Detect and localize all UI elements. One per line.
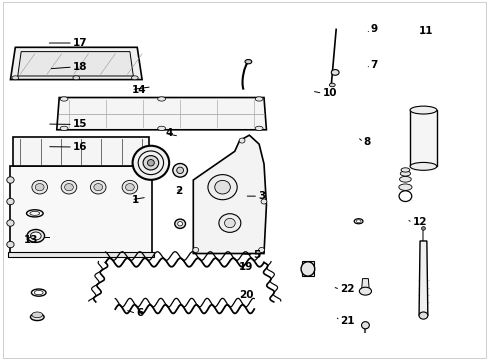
- Polygon shape: [193, 135, 266, 253]
- Ellipse shape: [400, 171, 410, 176]
- Text: 9: 9: [369, 24, 377, 35]
- Text: 10: 10: [322, 88, 336, 98]
- Bar: [302, 261, 313, 276]
- Ellipse shape: [61, 180, 77, 194]
- Text: 1: 1: [131, 195, 138, 205]
- Ellipse shape: [7, 241, 14, 248]
- Ellipse shape: [94, 184, 102, 191]
- Text: 3: 3: [258, 191, 265, 201]
- Text: 17: 17: [73, 38, 87, 48]
- Text: 2: 2: [175, 186, 182, 196]
- Ellipse shape: [409, 106, 436, 114]
- Ellipse shape: [400, 168, 409, 172]
- Text: 4: 4: [165, 129, 173, 138]
- Ellipse shape: [60, 97, 68, 101]
- Ellipse shape: [35, 184, 44, 191]
- Ellipse shape: [132, 146, 169, 180]
- Ellipse shape: [398, 184, 411, 190]
- Text: 20: 20: [238, 291, 253, 301]
- Ellipse shape: [301, 262, 314, 276]
- Ellipse shape: [158, 126, 165, 131]
- Text: 13: 13: [24, 235, 39, 245]
- Ellipse shape: [30, 314, 44, 320]
- Text: 19: 19: [238, 262, 252, 272]
- Text: 18: 18: [73, 62, 87, 72]
- Ellipse shape: [32, 180, 47, 194]
- Ellipse shape: [361, 321, 368, 329]
- Ellipse shape: [143, 156, 158, 170]
- Ellipse shape: [174, 219, 185, 228]
- Ellipse shape: [214, 180, 230, 194]
- Polygon shape: [418, 241, 427, 316]
- Ellipse shape: [239, 138, 244, 143]
- Ellipse shape: [122, 180, 138, 194]
- Ellipse shape: [359, 287, 371, 295]
- Ellipse shape: [177, 222, 182, 226]
- Ellipse shape: [32, 312, 42, 318]
- Ellipse shape: [7, 177, 14, 183]
- Ellipse shape: [258, 247, 264, 252]
- Ellipse shape: [224, 219, 235, 228]
- Ellipse shape: [330, 69, 338, 75]
- Text: 21: 21: [339, 316, 354, 325]
- Text: 14: 14: [131, 85, 146, 95]
- Text: 22: 22: [339, 284, 354, 294]
- Polygon shape: [10, 47, 142, 80]
- Ellipse shape: [73, 76, 80, 80]
- Ellipse shape: [219, 214, 241, 232]
- Ellipse shape: [418, 312, 427, 319]
- Text: 16: 16: [73, 142, 87, 152]
- Ellipse shape: [255, 126, 263, 131]
- Ellipse shape: [90, 180, 106, 194]
- Ellipse shape: [176, 167, 183, 174]
- Ellipse shape: [261, 199, 266, 204]
- Ellipse shape: [64, 184, 73, 191]
- Ellipse shape: [12, 76, 19, 80]
- Ellipse shape: [147, 159, 154, 166]
- Polygon shape: [57, 98, 266, 130]
- Text: 11: 11: [418, 26, 433, 36]
- Text: 5: 5: [253, 249, 260, 260]
- Polygon shape: [13, 137, 149, 166]
- Text: 7: 7: [369, 59, 377, 69]
- Text: 15: 15: [73, 120, 87, 129]
- Ellipse shape: [329, 83, 334, 87]
- Ellipse shape: [398, 191, 411, 202]
- Ellipse shape: [27, 229, 44, 242]
- Polygon shape: [10, 166, 152, 253]
- Text: 8: 8: [363, 138, 370, 147]
- Ellipse shape: [207, 175, 237, 200]
- Ellipse shape: [7, 220, 14, 226]
- Ellipse shape: [158, 97, 165, 101]
- Ellipse shape: [125, 184, 134, 191]
- Ellipse shape: [7, 198, 14, 205]
- Ellipse shape: [172, 163, 187, 177]
- Text: 12: 12: [412, 217, 427, 227]
- Ellipse shape: [30, 232, 41, 240]
- Ellipse shape: [409, 162, 436, 170]
- Polygon shape: [361, 279, 368, 291]
- Polygon shape: [8, 252, 154, 257]
- Ellipse shape: [60, 126, 68, 131]
- Polygon shape: [18, 51, 133, 76]
- Ellipse shape: [421, 226, 425, 230]
- Polygon shape: [409, 110, 436, 166]
- Ellipse shape: [131, 76, 138, 80]
- Ellipse shape: [244, 59, 251, 64]
- Ellipse shape: [399, 176, 410, 182]
- Text: 6: 6: [136, 309, 143, 318]
- Ellipse shape: [255, 97, 263, 101]
- Ellipse shape: [192, 247, 198, 252]
